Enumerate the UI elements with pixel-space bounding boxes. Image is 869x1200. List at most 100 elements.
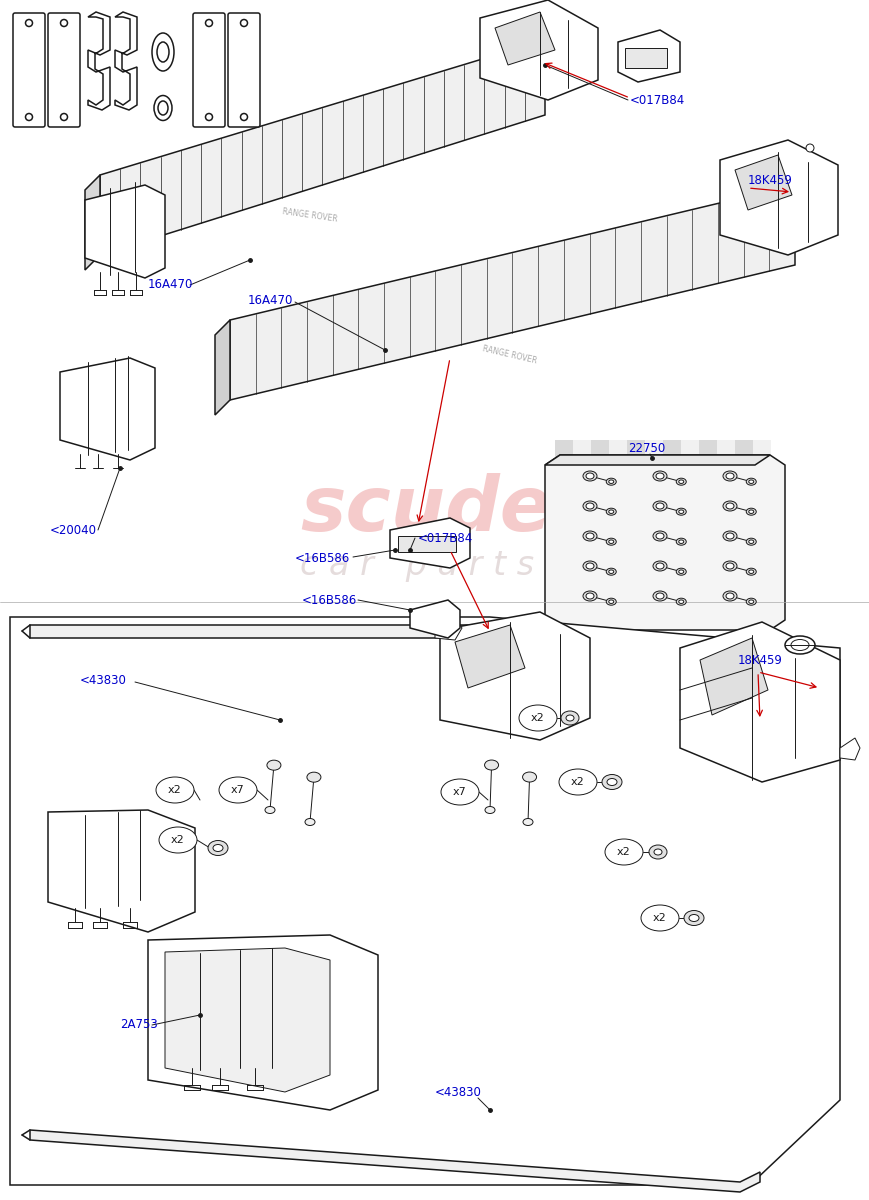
Bar (698, 458, 716, 476)
Bar (680, 548, 698, 566)
Bar (680, 458, 698, 476)
Bar (554, 512, 573, 530)
Bar (554, 584, 573, 602)
Polygon shape (215, 320, 229, 415)
Bar (573, 512, 590, 530)
Ellipse shape (566, 715, 574, 721)
Bar (644, 548, 662, 566)
Bar (573, 476, 590, 494)
Bar (734, 566, 753, 584)
Bar (573, 440, 590, 458)
Bar (680, 440, 698, 458)
Ellipse shape (586, 503, 594, 509)
Bar (554, 602, 573, 620)
Polygon shape (680, 622, 839, 782)
Bar (680, 476, 698, 494)
Bar (573, 584, 590, 602)
Polygon shape (617, 30, 680, 82)
Ellipse shape (722, 590, 736, 601)
Ellipse shape (267, 760, 281, 770)
Bar (590, 602, 608, 620)
Bar (590, 458, 608, 476)
Ellipse shape (653, 560, 667, 571)
Ellipse shape (307, 772, 321, 782)
Ellipse shape (678, 600, 683, 604)
Bar (662, 602, 680, 620)
Bar (680, 512, 698, 530)
Ellipse shape (441, 779, 479, 805)
Bar (753, 566, 770, 584)
Bar (716, 602, 734, 620)
Bar (624, 48, 667, 68)
Text: <20040: <20040 (50, 523, 96, 536)
Bar (716, 440, 734, 458)
Bar (627, 494, 644, 512)
Ellipse shape (784, 636, 814, 654)
Ellipse shape (725, 473, 733, 479)
Ellipse shape (805, 144, 813, 152)
Ellipse shape (648, 845, 667, 859)
Bar (554, 530, 573, 548)
Text: x2: x2 (171, 835, 184, 845)
Bar (554, 548, 573, 566)
Ellipse shape (240, 19, 247, 26)
Ellipse shape (722, 530, 736, 541)
Ellipse shape (61, 19, 68, 26)
Ellipse shape (746, 598, 755, 605)
Bar (608, 512, 627, 530)
Ellipse shape (678, 480, 683, 484)
Bar (627, 548, 644, 566)
Polygon shape (60, 358, 155, 460)
Ellipse shape (61, 114, 68, 120)
Polygon shape (10, 617, 839, 1186)
Bar (753, 440, 770, 458)
Bar (608, 566, 627, 584)
Ellipse shape (582, 590, 596, 601)
Text: RANGE ROVER: RANGE ROVER (481, 344, 538, 366)
Ellipse shape (725, 593, 733, 599)
Bar (734, 440, 753, 458)
Text: <43830: <43830 (80, 673, 127, 686)
Text: <16B586: <16B586 (295, 552, 350, 564)
Bar (680, 584, 698, 602)
Text: 18K459: 18K459 (737, 654, 782, 666)
Bar (753, 512, 770, 530)
Polygon shape (30, 1130, 760, 1192)
Bar (698, 584, 716, 602)
Bar (734, 458, 753, 476)
Ellipse shape (764, 184, 784, 196)
Polygon shape (720, 140, 837, 254)
Ellipse shape (725, 533, 733, 539)
Bar (644, 584, 662, 602)
Polygon shape (489, 622, 509, 648)
Bar (698, 548, 716, 566)
Text: <017B84: <017B84 (629, 94, 685, 107)
Ellipse shape (655, 563, 663, 569)
Ellipse shape (746, 538, 755, 545)
Bar (573, 458, 590, 476)
Text: RANGE ROVER: RANGE ROVER (282, 206, 338, 223)
Bar (734, 584, 753, 602)
Bar (573, 530, 590, 548)
Ellipse shape (582, 470, 596, 481)
Ellipse shape (522, 772, 536, 782)
Ellipse shape (748, 540, 753, 544)
Ellipse shape (675, 538, 686, 545)
Bar (753, 530, 770, 548)
Bar (554, 440, 573, 458)
Ellipse shape (748, 480, 753, 484)
Bar (627, 512, 644, 530)
Ellipse shape (205, 114, 212, 120)
Ellipse shape (265, 806, 275, 814)
Bar (680, 494, 698, 512)
Ellipse shape (159, 827, 196, 853)
Text: x7: x7 (231, 785, 244, 794)
Bar (627, 440, 644, 458)
Bar (662, 530, 680, 548)
Bar (734, 476, 753, 494)
Ellipse shape (586, 473, 594, 479)
Ellipse shape (158, 101, 168, 115)
Polygon shape (100, 40, 544, 254)
Text: x2: x2 (570, 778, 584, 787)
Ellipse shape (607, 779, 616, 786)
